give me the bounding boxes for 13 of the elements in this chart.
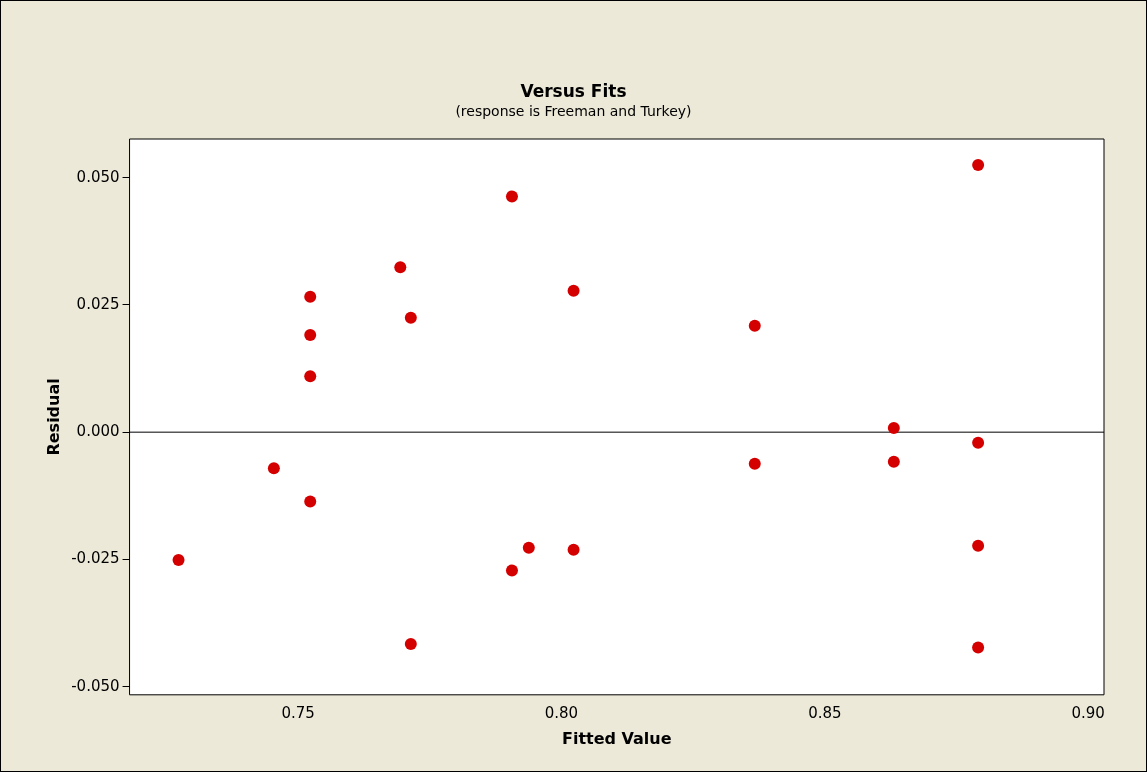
chart-title: Versus Fits: [519, 81, 628, 101]
x-tick-label: 0.80: [544, 703, 579, 722]
x-axis-title: Fitted Value: [561, 728, 672, 748]
chart-subtitle: (response is Freeman and Turkey): [454, 103, 693, 119]
y-tick-label: 0.050: [76, 167, 120, 186]
y-tick-label: -0.050: [71, 676, 120, 695]
y-tick-label: 0.000: [76, 422, 120, 441]
y-axis-title: Residual: [43, 378, 63, 456]
x-tick-label: 0.75: [281, 703, 315, 722]
y-tick-label: 0.025: [76, 294, 120, 313]
x-tick-label: 0.90: [1071, 703, 1105, 722]
y-tick-label: -0.025: [71, 549, 120, 568]
x-tick-label: 0.85: [808, 703, 842, 722]
